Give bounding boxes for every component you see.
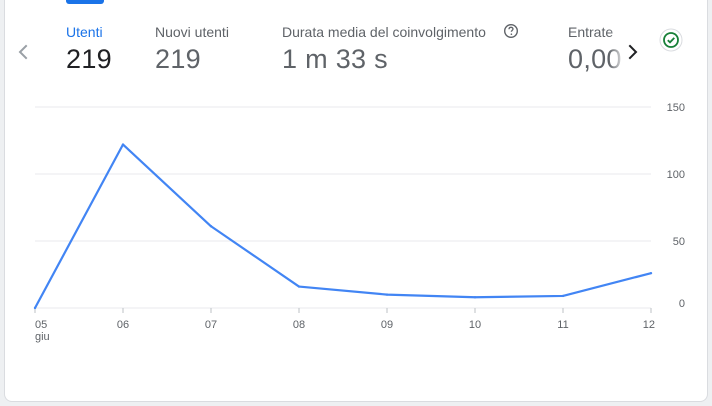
users-line-chart: 0 50 100 150 05 06 07 08 09 10 11 12 giu	[33, 102, 685, 343]
x-tick-label: 10	[469, 319, 481, 331]
series-line	[34, 143, 652, 309]
metric-label-avg-engagement: Durata media del coinvolgimento	[282, 24, 486, 40]
data-point	[33, 306, 37, 310]
active-tab-indicator	[66, 0, 104, 4]
data-point	[297, 285, 301, 288]
check-circle-icon[interactable]	[659, 28, 683, 52]
data-point	[561, 294, 565, 298]
x-tick-label: 06	[117, 319, 129, 331]
y-tick-label: 100	[667, 169, 685, 181]
metric-label-users: Utenti	[66, 24, 103, 40]
chevron-left-icon	[18, 44, 28, 60]
data-point	[385, 293, 389, 296]
y-tick-label: 150	[667, 102, 685, 114]
data-point	[121, 143, 125, 146]
metric-label-new-users: Nuovi utenti	[155, 24, 229, 40]
chevron-right-icon	[628, 44, 638, 60]
metric-value-avg-engagement: 1 m 33 s	[282, 44, 388, 74]
previous-metrics-button[interactable]	[15, 38, 31, 66]
x-tick-label: 12	[643, 319, 655, 331]
metric-value-new-users: 219	[155, 44, 201, 74]
metric-value-users: 219	[66, 44, 112, 74]
x-tick-label: 09	[381, 319, 393, 331]
users-overview-card: Utenti 219 Nuovi utenti 219 Durata media…	[4, 0, 708, 402]
y-tick-label: 50	[673, 236, 685, 248]
x-tick-label: 05	[35, 319, 47, 331]
x-tick-label: 07	[205, 319, 217, 331]
x-tick-label: 08	[293, 319, 305, 331]
next-metrics-button[interactable]	[625, 38, 641, 66]
x-tick-label: 11	[557, 319, 568, 331]
x-tick-sublabel: giu	[35, 331, 50, 343]
data-point	[473, 296, 477, 299]
help-circle-icon[interactable]	[503, 23, 519, 39]
metrics-overflow-fade	[609, 0, 633, 90]
y-tick-label: 0	[679, 298, 685, 310]
data-point	[209, 225, 213, 228]
metric-label-revenue: Entrate	[568, 24, 614, 40]
data-point	[649, 271, 653, 275]
